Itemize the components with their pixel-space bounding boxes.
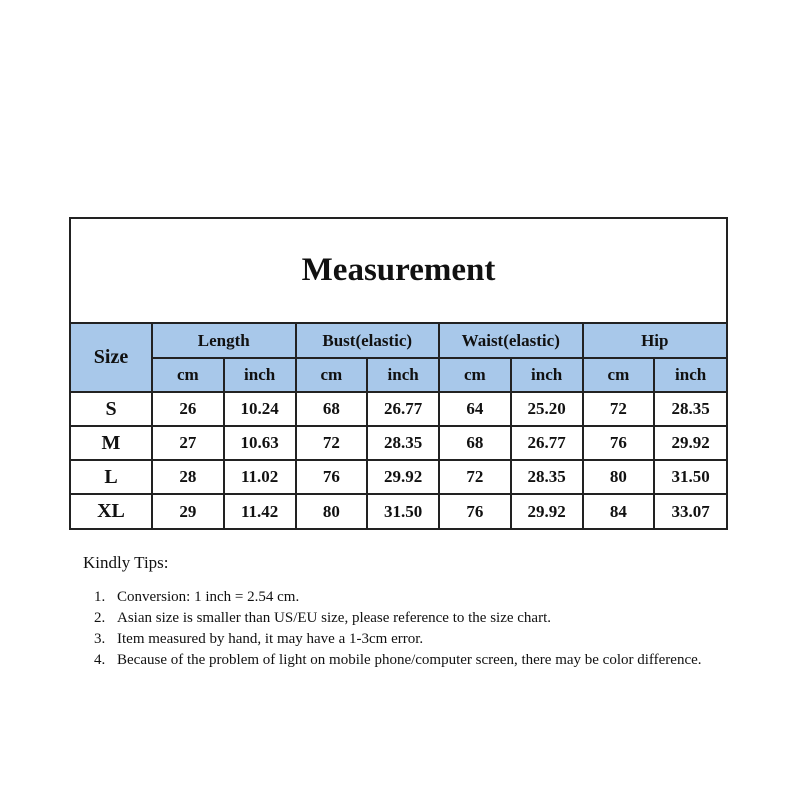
kindly-tips: Kindly Tips: Conversion: 1 inch = 2.54 c… <box>83 553 702 671</box>
value-cell: 11.42 <box>222 493 297 528</box>
value-cell: 29.92 <box>653 425 727 461</box>
value-cell: 27 <box>151 425 225 461</box>
tip-item: Because of the problem of light on mobil… <box>109 650 702 671</box>
size-chart: Measurement Size Length Bust(elastic) Wa… <box>69 217 728 530</box>
size-cell: S <box>71 391 153 427</box>
value-cell: 72 <box>438 459 512 495</box>
value-cell: 64 <box>438 391 512 427</box>
size-cell: L <box>71 459 153 495</box>
value-cell: 26 <box>151 391 225 427</box>
value-cell: 26.77 <box>366 391 440 427</box>
group-header: Length <box>151 324 297 359</box>
group-header: Waist(elastic) <box>438 324 584 359</box>
value-cell: 28.35 <box>509 459 584 495</box>
unit-header: inch <box>222 357 297 393</box>
group-header: Bust(elastic) <box>294 324 440 359</box>
value-cell: 80 <box>294 493 369 528</box>
unit-header: cm <box>438 357 512 393</box>
chart-title: Measurement <box>71 219 726 324</box>
unit-header: inch <box>509 357 584 393</box>
table-row: S 26 10.24 68 26.77 64 25.20 72 28.35 <box>71 391 727 427</box>
value-cell: 76 <box>438 493 512 528</box>
value-cell: 31.50 <box>653 459 727 495</box>
table-row: XL 29 11.42 80 31.50 76 29.92 84 33.07 <box>71 493 727 528</box>
tips-heading: Kindly Tips: <box>83 553 169 572</box>
value-cell: 33.07 <box>653 493 727 528</box>
value-cell: 31.50 <box>366 493 440 528</box>
value-cell: 26.77 <box>509 425 584 461</box>
size-cell: M <box>71 425 153 461</box>
value-cell: 29.92 <box>366 459 440 495</box>
value-cell: 28 <box>151 459 225 495</box>
unit-header: cm <box>152 357 225 393</box>
value-cell: 76 <box>294 459 369 495</box>
unit-header: inch <box>653 357 727 393</box>
value-cell: 80 <box>581 459 656 495</box>
value-cell: 28.35 <box>366 425 440 461</box>
tip-item: Item measured by hand, it may have a 1-3… <box>109 629 702 650</box>
size-header: Size <box>71 324 153 393</box>
value-cell: 72 <box>581 391 656 427</box>
tip-item: Asian size is smaller than US/EU size, p… <box>109 608 702 629</box>
measurement-table: Size Length Bust(elastic) Waist(elastic)… <box>71 324 727 528</box>
unit-header: cm <box>581 357 656 393</box>
value-cell: 72 <box>294 425 369 461</box>
table-row: L 28 11.02 76 29.92 72 28.35 80 31.50 <box>71 459 727 495</box>
tips-list: Conversion: 1 inch = 2.54 cm.Asian size … <box>83 587 702 671</box>
unit-header: inch <box>366 357 440 393</box>
value-cell: 68 <box>438 425 512 461</box>
value-cell: 68 <box>294 391 369 427</box>
value-cell: 29 <box>151 493 225 528</box>
size-cell: XL <box>71 493 153 528</box>
group-header: Hip <box>581 324 727 359</box>
unit-header: cm <box>294 357 369 393</box>
value-cell: 28.35 <box>653 391 727 427</box>
value-cell: 29.92 <box>509 493 584 528</box>
tip-item: Conversion: 1 inch = 2.54 cm. <box>109 587 702 608</box>
value-cell: 11.02 <box>222 459 297 495</box>
value-cell: 76 <box>581 425 656 461</box>
value-cell: 10.24 <box>222 391 297 427</box>
table-row: M 27 10.63 72 28.35 68 26.77 76 29.92 <box>71 425 727 461</box>
value-cell: 25.20 <box>509 391 584 427</box>
value-cell: 10.63 <box>222 425 297 461</box>
value-cell: 84 <box>581 493 656 528</box>
